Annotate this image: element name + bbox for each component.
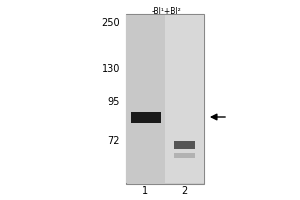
Bar — [126, 15, 165, 183]
Text: -Bl¹+Bl²: -Bl¹+Bl² — [152, 7, 182, 16]
Bar — [174, 152, 195, 158]
Bar — [126, 14, 204, 184]
Text: 1: 1 — [142, 186, 148, 196]
Text: 95: 95 — [108, 97, 120, 107]
Bar — [130, 112, 160, 122]
Text: 72: 72 — [107, 136, 120, 146]
Bar — [174, 141, 195, 149]
Text: 250: 250 — [101, 18, 120, 28]
Bar — [165, 15, 204, 183]
Text: 2: 2 — [182, 186, 188, 196]
Text: 130: 130 — [102, 64, 120, 74]
